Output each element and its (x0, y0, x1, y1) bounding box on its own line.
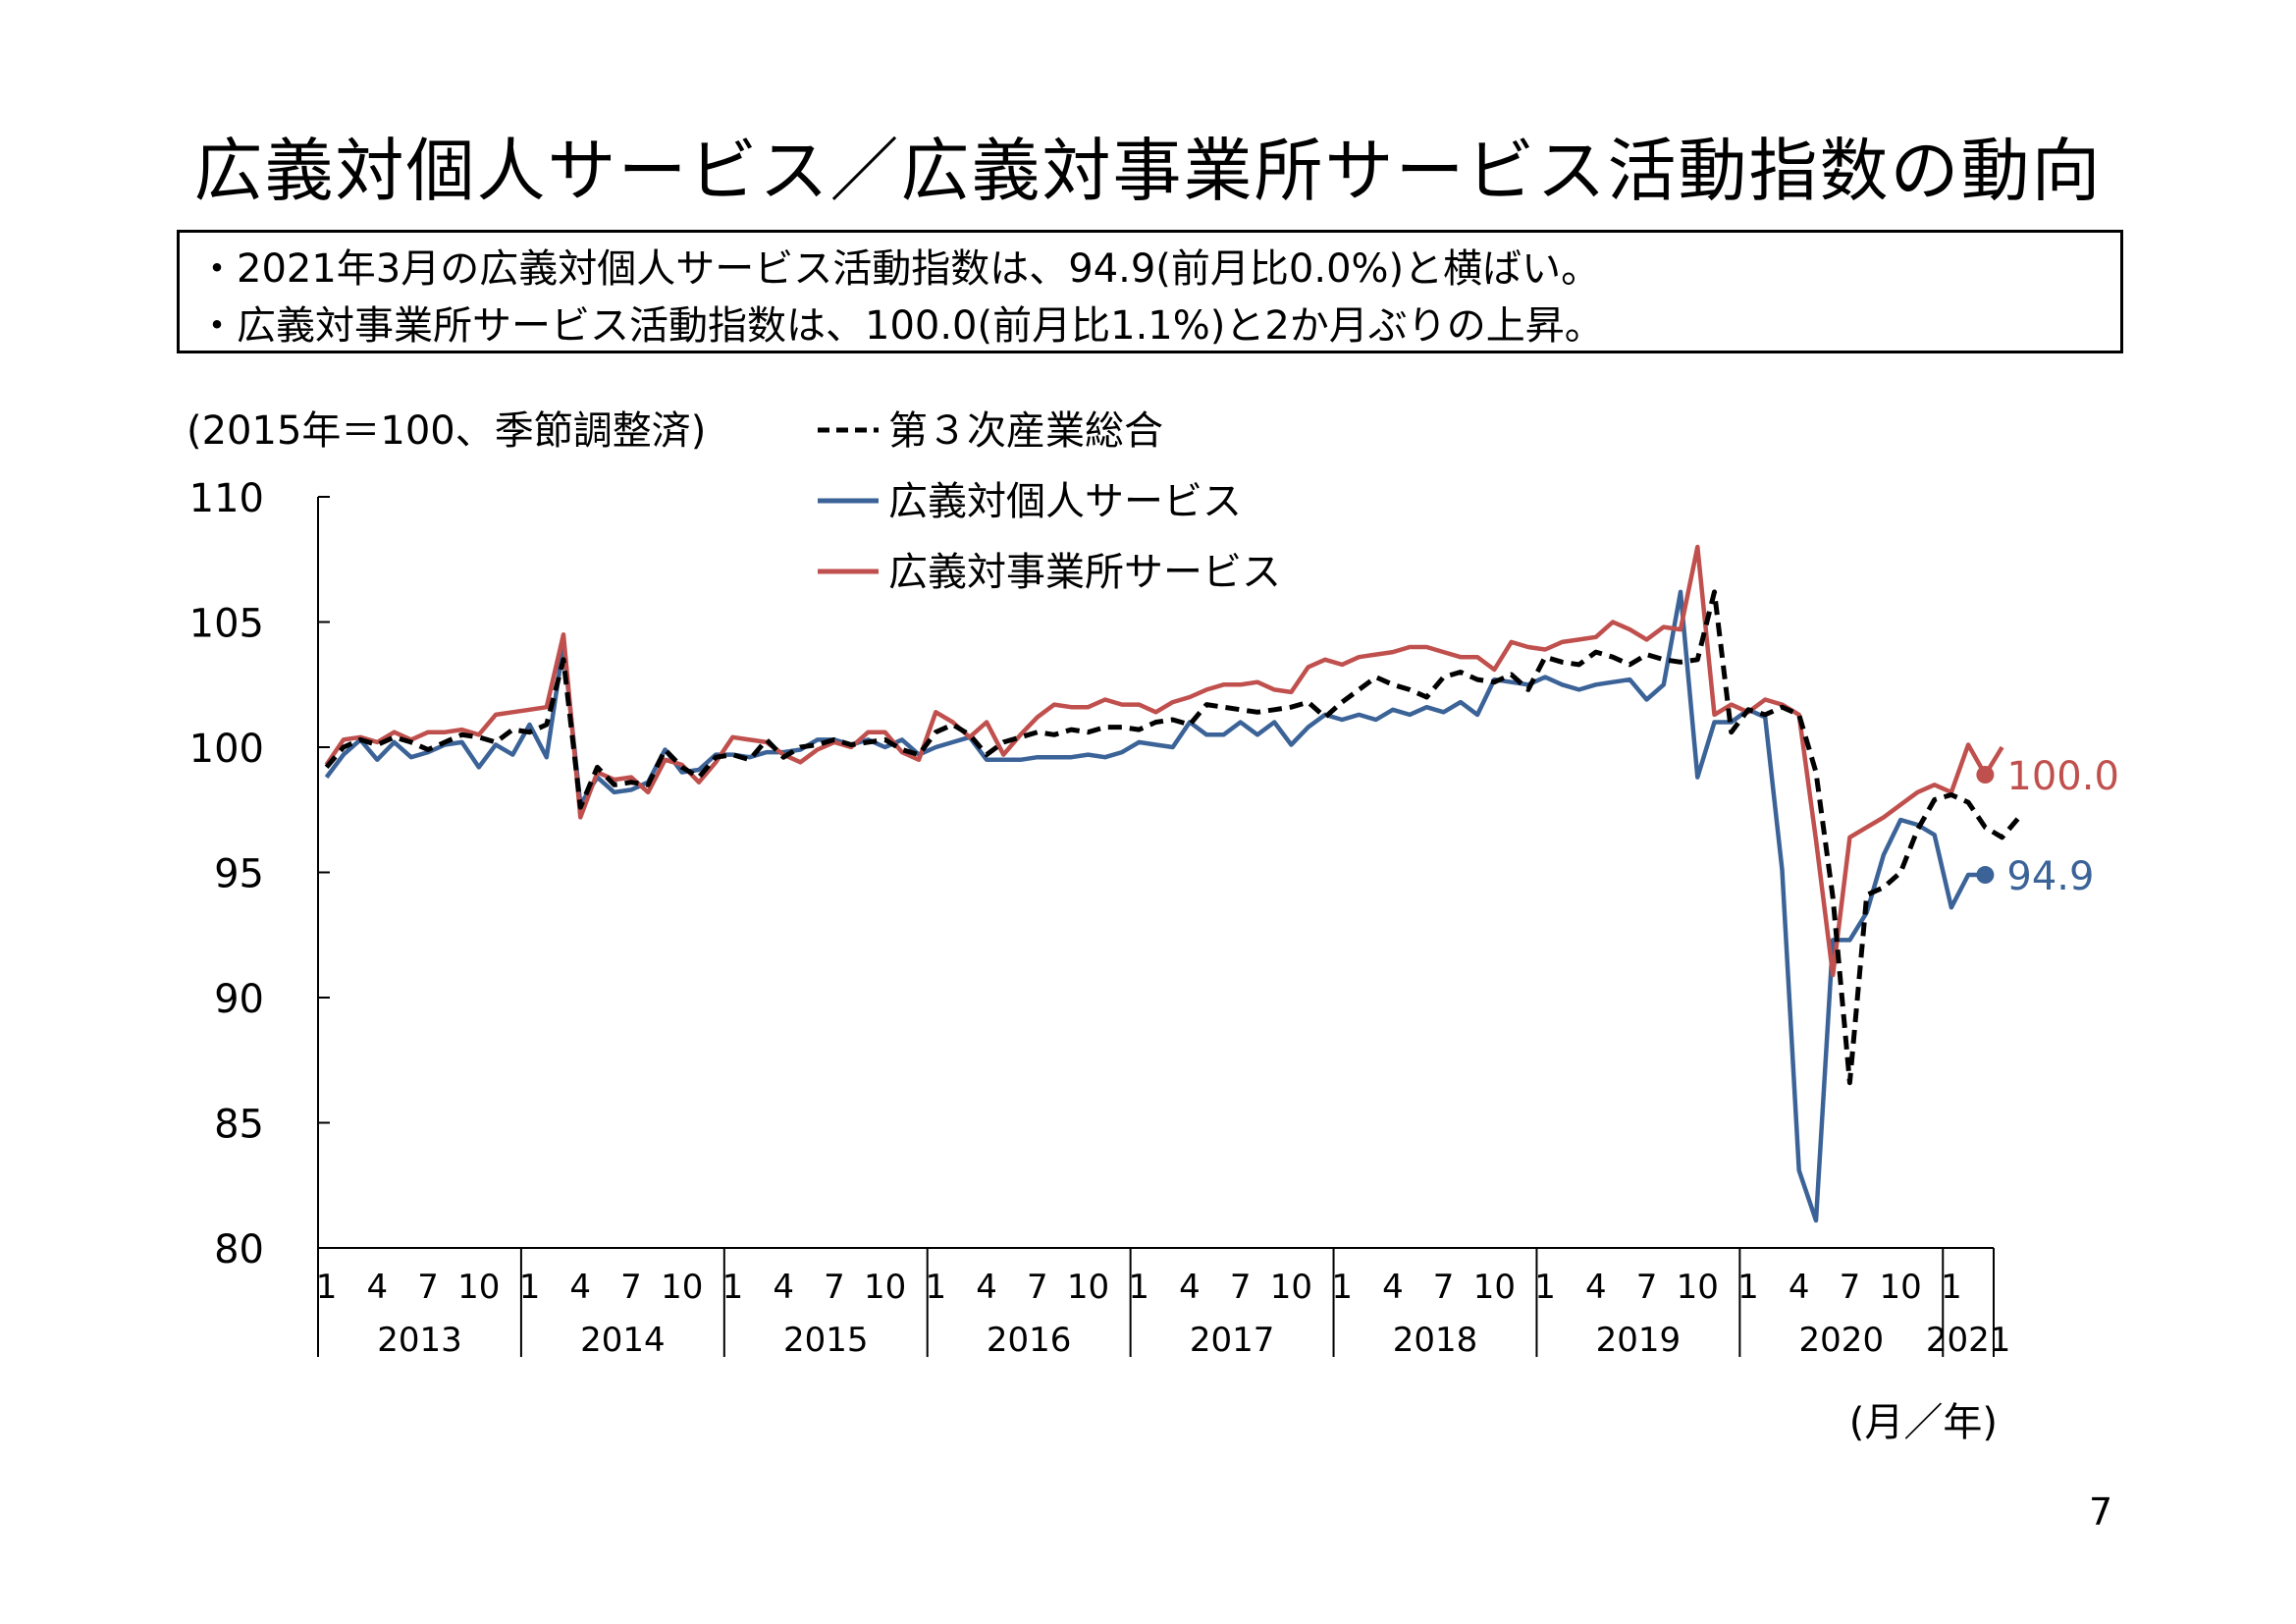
year-label: 2019 (1596, 1321, 1682, 1360)
summary-box: ・2021年3月の広義対個人サービス活動指数は、94.9(前月比0.0%)と横ば… (177, 230, 2123, 353)
month-tick-label: 1 (519, 1268, 541, 1307)
business-end-label: 100.0 (2006, 754, 2119, 799)
summary-line: ・広義対事業所サービス活動指数は、100.0(前月比1.1%)と2か月ぶりの上昇… (197, 303, 1604, 349)
y-tick-label: 80 (214, 1227, 264, 1272)
y-tick-label: 110 (189, 476, 264, 521)
year-label: 2013 (377, 1321, 462, 1360)
unit-note: (2015年＝100、季節調整済) (187, 408, 706, 454)
month-tick-label: 4 (976, 1268, 997, 1307)
month-tick-label: 10 (1473, 1268, 1516, 1307)
year-label: 2015 (783, 1321, 869, 1360)
series-line-business (324, 544, 2004, 978)
month-tick-label: 10 (661, 1268, 703, 1307)
y-tick-label: 90 (214, 977, 264, 1022)
y-axis: 110 105 100 95 90 85 80 (189, 476, 330, 1272)
business-end-marker (1976, 766, 1995, 785)
legend: 第３次産業総合 広義対個人サービス 広義対事業所サービス (818, 408, 1281, 595)
series-line-personal (324, 589, 1986, 1223)
y-tick-label: 95 (214, 852, 264, 897)
legend-label-personal: 広義対個人サービス (888, 479, 1242, 524)
year-label: 2016 (987, 1321, 1072, 1360)
month-tick-label: 1 (1534, 1268, 1556, 1307)
month-tick-label: 7 (417, 1268, 439, 1307)
end-markers: 100.0 94.9 (1976, 754, 2119, 899)
year-label: 2017 (1190, 1321, 1275, 1360)
month-tick-label: 4 (773, 1268, 794, 1307)
y-tick-label: 85 (214, 1103, 264, 1148)
y-tick-label: 100 (189, 727, 264, 772)
year-label: 2021 (1926, 1321, 2011, 1360)
year-label: 2020 (1799, 1321, 1885, 1360)
year-label: 2018 (1393, 1321, 1478, 1360)
personal-end-label: 94.9 (2006, 854, 2094, 899)
series-layer (324, 544, 2021, 1223)
year-label: 2014 (580, 1321, 666, 1360)
month-tick-label: 10 (1067, 1268, 1109, 1307)
month-tick-label: 7 (824, 1268, 845, 1307)
personal-end-marker (1976, 866, 1995, 885)
legend-label-business: 広義対事業所サービス (888, 550, 1281, 595)
month-tick-label: 10 (1677, 1268, 1719, 1307)
month-tick-label: 7 (1433, 1268, 1455, 1307)
month-tick-label: 4 (367, 1268, 389, 1307)
month-tick-label: 4 (1789, 1268, 1810, 1307)
page-number: 7 (2089, 1490, 2113, 1534)
month-tick-label: 1 (722, 1268, 744, 1307)
month-tick-label: 1 (926, 1268, 947, 1307)
month-tick-label: 1 (1331, 1268, 1353, 1307)
month-tick-label: 10 (1880, 1268, 1922, 1307)
month-tick-label: 10 (457, 1268, 500, 1307)
month-tick-label: 1 (316, 1268, 338, 1307)
summary-line: ・2021年3月の広義対個人サービス活動指数は、94.9(前月比0.0%)と横ば… (197, 246, 1601, 292)
month-tick-label: 4 (1585, 1268, 1607, 1307)
month-tick-label: 7 (1636, 1268, 1658, 1307)
month-tick-label: 4 (1382, 1268, 1404, 1307)
month-tick-label: 4 (1179, 1268, 1201, 1307)
month-tick-label: 10 (1270, 1268, 1312, 1307)
month-tick-label: 7 (620, 1268, 642, 1307)
month-tick-label: 4 (569, 1268, 591, 1307)
series-line-tertiary (324, 589, 2021, 1086)
x-axis-note: (月／年) (1849, 1400, 1998, 1445)
month-tick-label: 7 (1230, 1268, 1252, 1307)
month-tick-label: 1 (1941, 1268, 1962, 1307)
month-tick-label: 10 (864, 1268, 906, 1307)
month-tick-label: 7 (1027, 1268, 1048, 1307)
month-tick-label: 7 (1840, 1268, 1861, 1307)
month-tick-label: 1 (1737, 1268, 1759, 1307)
legend-label-tertiary: 第３次産業総合 (888, 408, 1163, 454)
page-title: 広義対個人サービス／広義対事業所サービス活動指数の動向 (193, 131, 2103, 211)
y-tick-label: 105 (189, 602, 264, 647)
month-tick-label: 1 (1128, 1268, 1149, 1307)
